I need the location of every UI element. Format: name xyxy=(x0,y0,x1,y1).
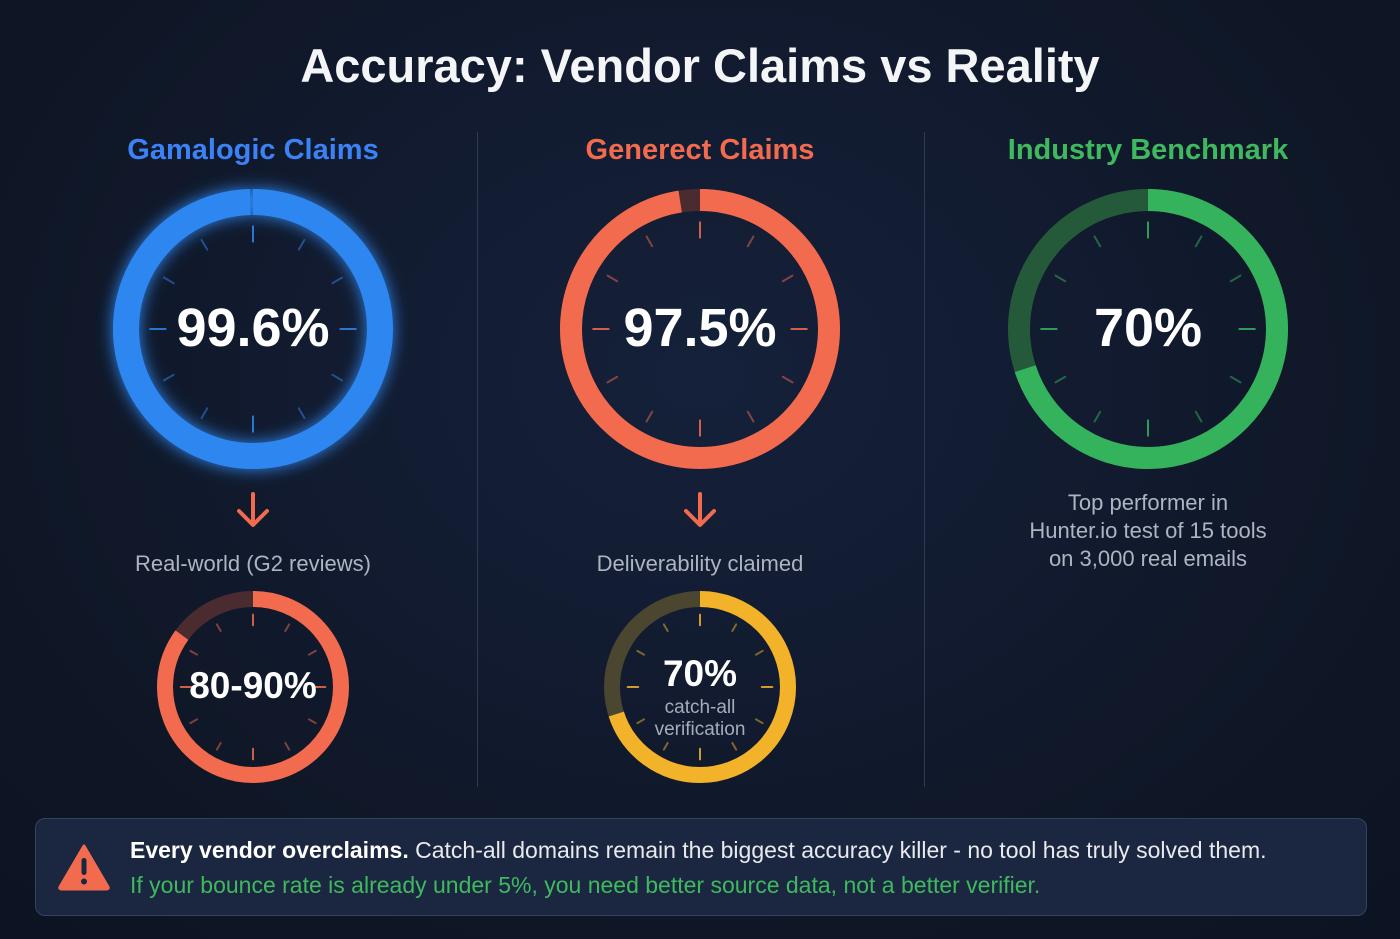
benchmark-caption: Top performer in Hunter.io test of 15 to… xyxy=(918,489,1378,573)
industry-benchmark-heading: Industry Benchmark xyxy=(1007,134,1289,166)
gauge-value: 70% xyxy=(1093,298,1203,358)
gauge-value: 99.6% xyxy=(176,298,330,358)
deliverability-label: Deliverability claimed xyxy=(596,551,804,576)
generect-deliverability-gauge: 70% catch-all verification xyxy=(604,591,796,783)
callout-bold: Every vendor overclaims. xyxy=(130,837,409,863)
gauge-ring xyxy=(113,189,393,469)
gauge-sub-label: verification xyxy=(654,719,746,740)
gauge-ring xyxy=(1008,189,1288,469)
gauge-ring xyxy=(560,189,840,469)
gauge-value: 80-90% xyxy=(189,665,317,706)
generect-claim-gauge: 97.5% xyxy=(560,189,840,469)
caption-line: Hunter.io test of 15 tools xyxy=(1029,518,1267,543)
gauge-sub-label: catch-all xyxy=(664,697,736,718)
gauge-value: 70% xyxy=(662,653,738,694)
gauge-ring xyxy=(604,591,796,783)
column-divider xyxy=(924,132,925,787)
real-world-label: Real-world (G2 reviews) xyxy=(135,551,371,576)
caption-line: Top performer in xyxy=(1067,490,1229,515)
insight-callout: Every vendor overclaims. Catch-all domai… xyxy=(35,818,1367,916)
gamalogic-heading: Gamalogic Claims xyxy=(127,134,379,166)
gamalogic-claim-gauge: 99.6% xyxy=(113,189,393,469)
gamalogic-real-gauge: 80-90% xyxy=(157,591,349,783)
industry-benchmark-gauge: 70% xyxy=(1008,189,1288,469)
arrow-down-icon xyxy=(684,492,716,527)
gauge-value: 97.5% xyxy=(623,298,777,358)
page-title: Accuracy: Vendor Claims vs Reality xyxy=(300,39,1100,92)
warning-triangle-icon xyxy=(58,844,110,891)
callout-text: Catch-all domains remain the biggest acc… xyxy=(408,837,1267,863)
gauge-ring xyxy=(157,591,349,783)
caption-line: on 3,000 real emails xyxy=(1048,546,1248,571)
arrow-down-icon xyxy=(237,492,269,527)
callout-line-2: If your bounce rate is already under 5%,… xyxy=(130,872,1041,898)
generect-heading: Generect Claims xyxy=(585,134,815,166)
column-divider xyxy=(477,132,478,787)
callout-line-1: Every vendor overclaims. Catch-all domai… xyxy=(130,837,1267,864)
